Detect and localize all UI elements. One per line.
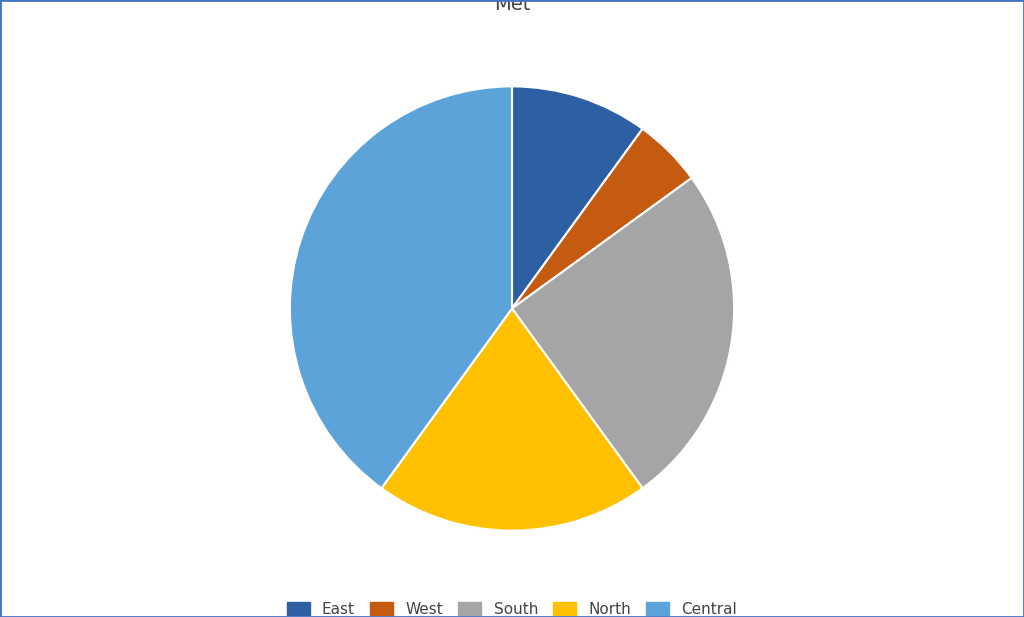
Wedge shape: [512, 129, 691, 308]
Wedge shape: [382, 308, 642, 531]
Legend: East, West, South, North, Central: East, West, South, North, Central: [281, 595, 743, 617]
Title: Met: Met: [494, 0, 530, 14]
Wedge shape: [512, 178, 734, 488]
Wedge shape: [290, 86, 512, 488]
Wedge shape: [512, 86, 642, 308]
